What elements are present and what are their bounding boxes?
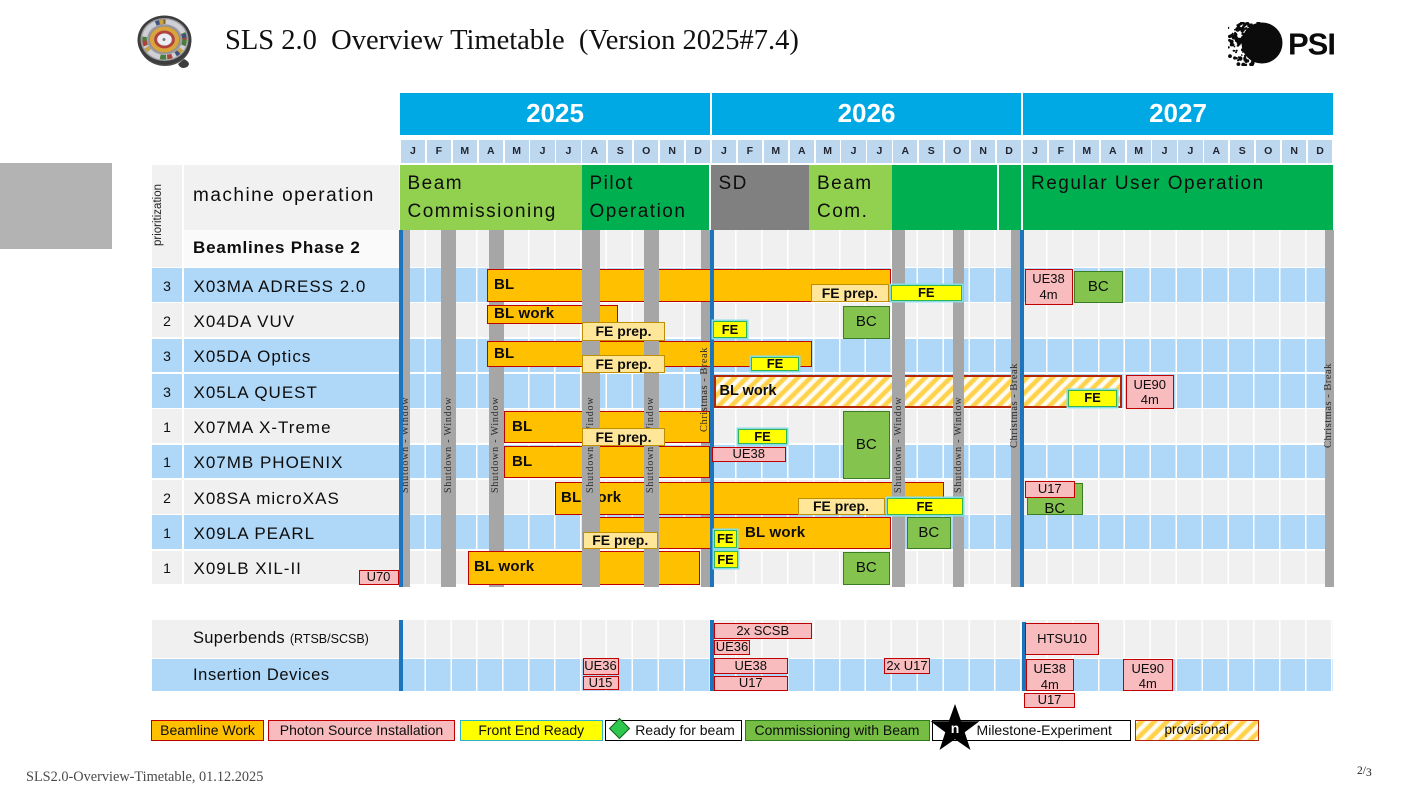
svg-text:PSI: PSI: [1288, 27, 1335, 62]
svg-text:n: n: [951, 720, 960, 736]
